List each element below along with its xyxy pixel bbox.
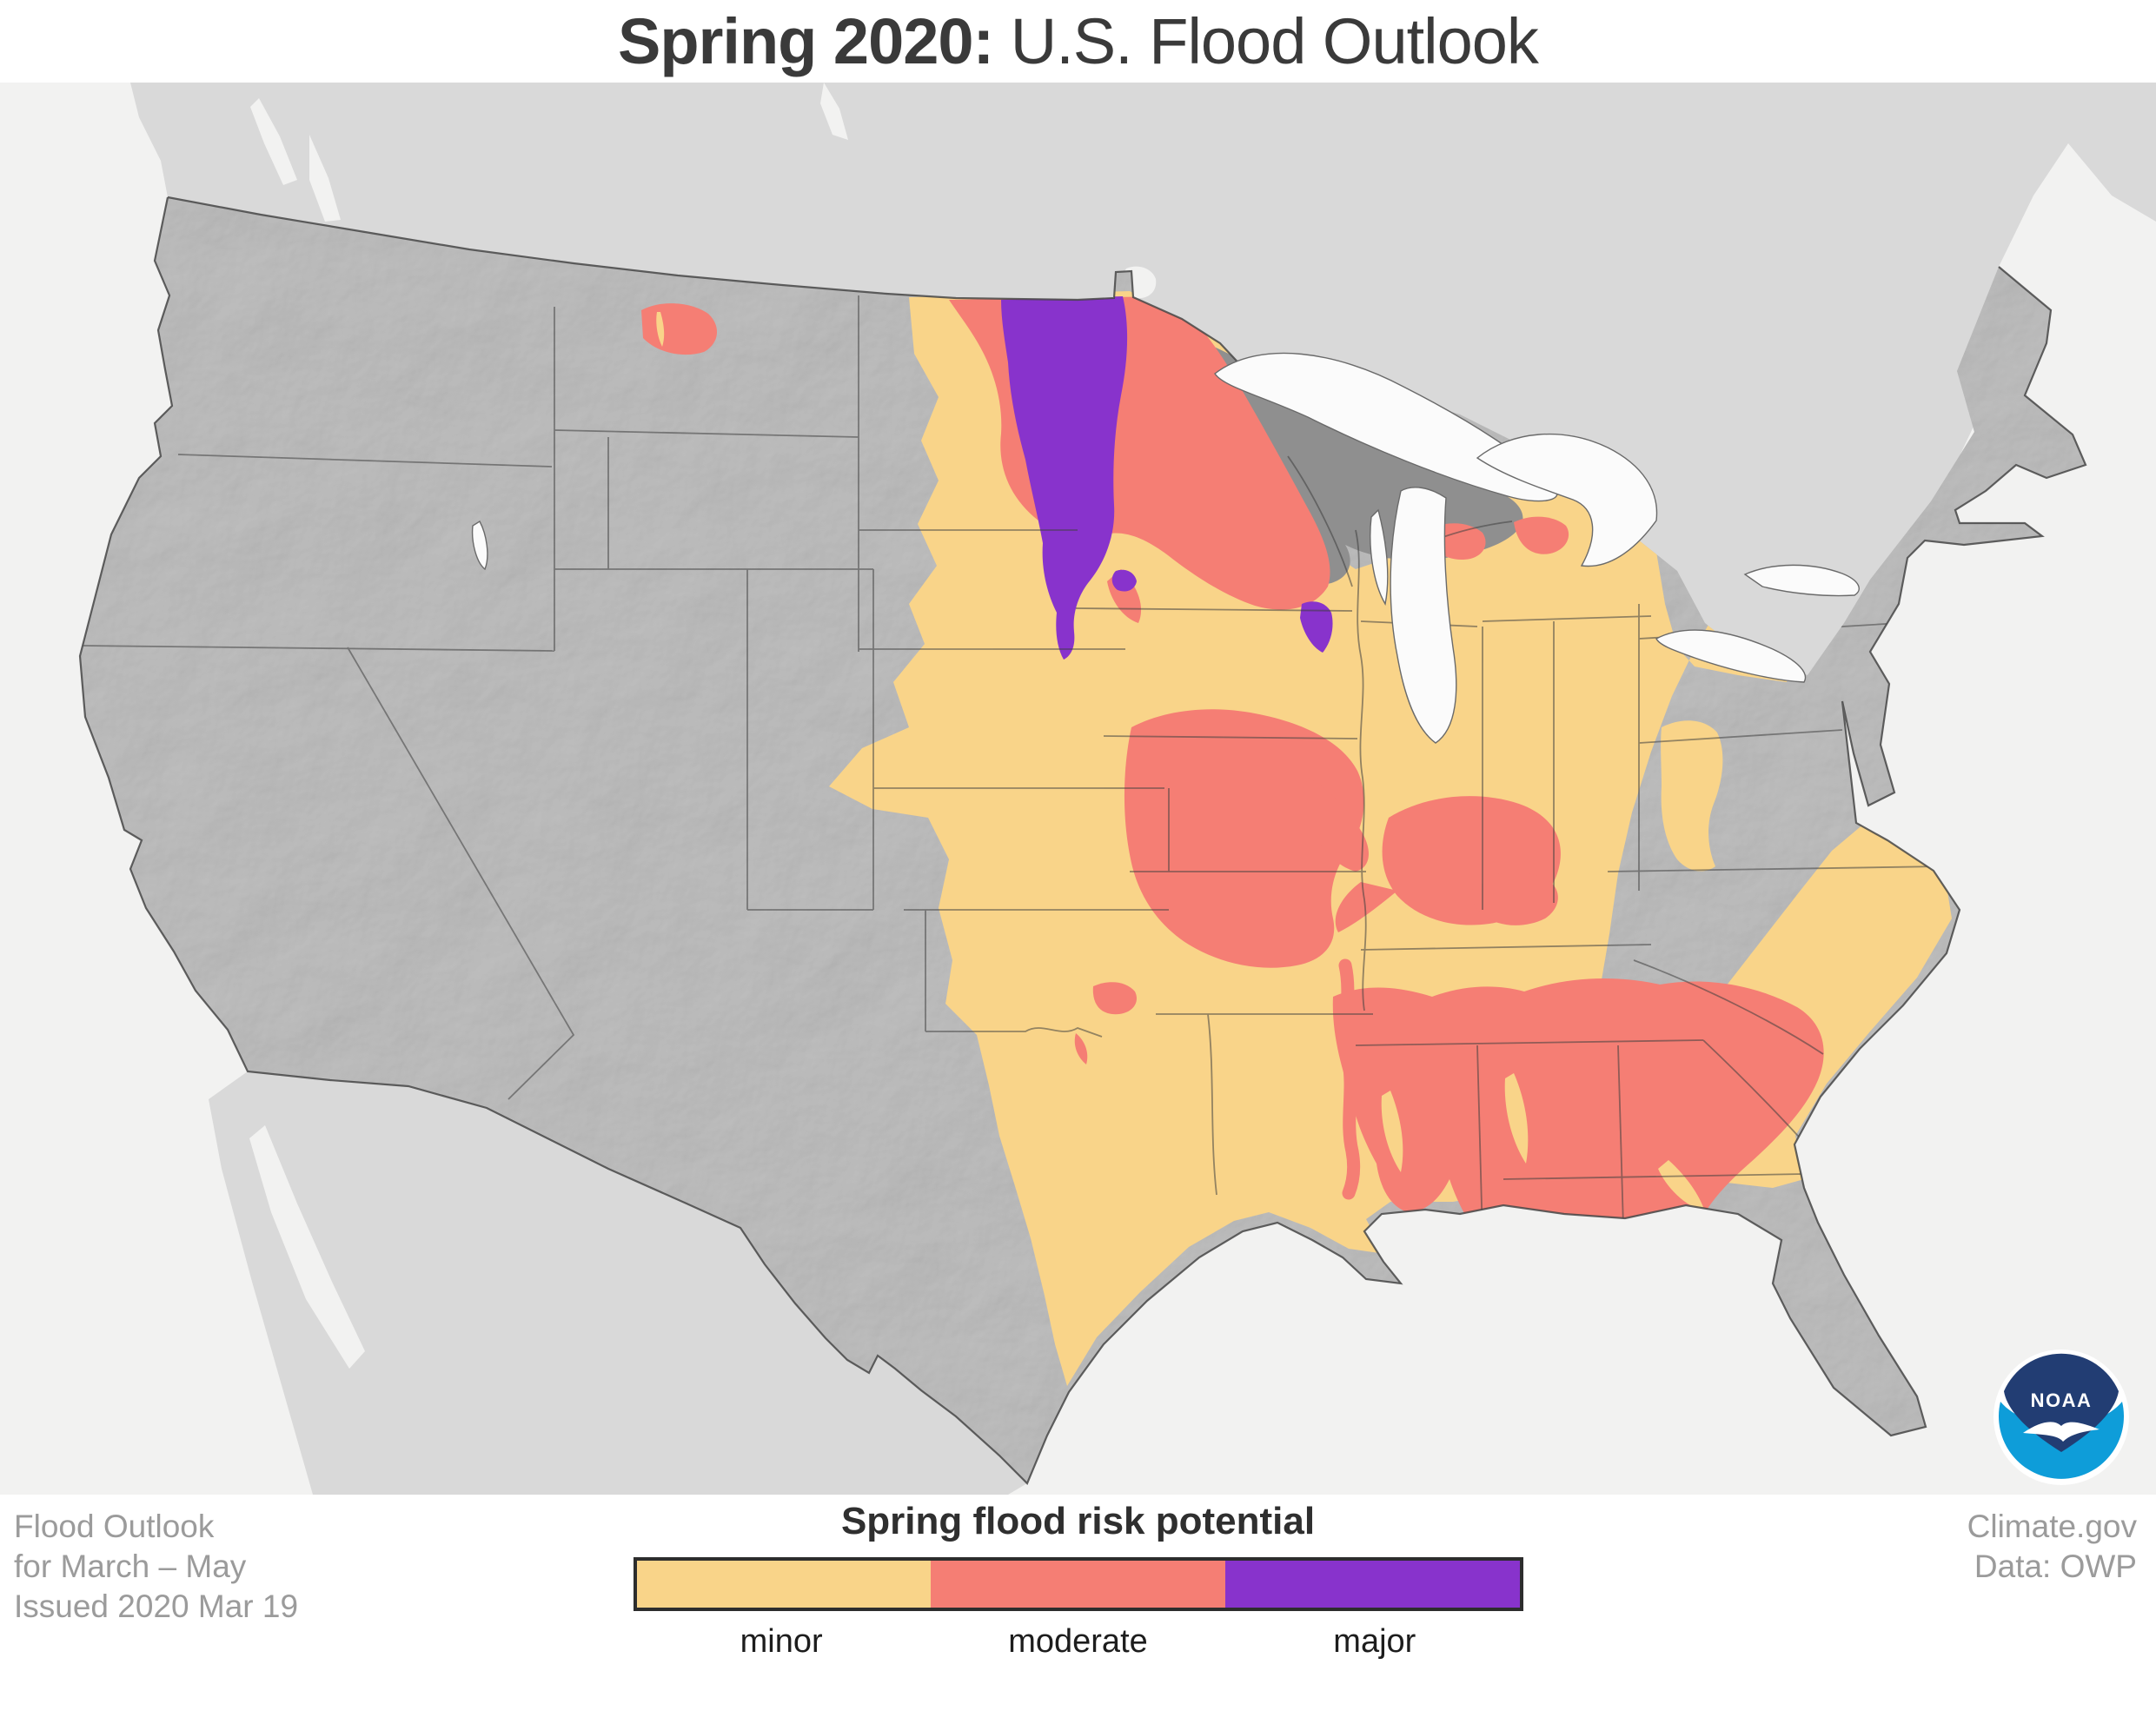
page-title-prefix: Spring 2020: xyxy=(618,5,1011,77)
legend: Spring flood risk potential minor modera… xyxy=(633,1500,1523,1661)
legend-swatch-minor xyxy=(636,1561,932,1608)
lake-ontario xyxy=(1743,564,1860,597)
lake-erie xyxy=(1655,629,1807,683)
noaa-logo: NOAA xyxy=(1993,1350,2129,1485)
moderate-risk-region xyxy=(641,296,1824,1248)
legend-labels: minor moderate major xyxy=(634,1623,1523,1661)
page-title-rest: U.S. Flood Outlook xyxy=(1010,5,1539,77)
source-info-line2: Data: OWP xyxy=(1974,1548,2137,1584)
mexico-landmass xyxy=(209,1071,1027,1495)
legend-swatch-major xyxy=(1224,1561,1520,1608)
legend-color-bar xyxy=(633,1557,1523,1611)
minor-risk-inliers xyxy=(656,312,1705,1212)
major-risk-region xyxy=(1001,296,1333,660)
source-info-line1: Climate.gov xyxy=(1967,1509,2137,1544)
noaa-seagull-icon xyxy=(2023,1422,2100,1442)
source-info: Climate.gov Data: OWP xyxy=(1967,1507,2137,1587)
footer: Flood Outlook for March – May Issued 202… xyxy=(0,1495,2156,1711)
lake-michigan xyxy=(1390,487,1457,744)
legend-label-minor: minor xyxy=(740,1623,823,1660)
lake-huron xyxy=(1476,433,1658,567)
issue-info-line1: Flood Outlook xyxy=(14,1509,215,1544)
issue-info: Flood Outlook for March – May Issued 202… xyxy=(14,1507,298,1627)
minor-risk-pocket-appalachia xyxy=(1661,720,1723,872)
noaa-logo-text: NOAA xyxy=(2031,1389,2093,1411)
flood-outlook-map: NOAA xyxy=(0,83,2156,1495)
gulf-of-california xyxy=(249,1125,365,1369)
green-bay xyxy=(1370,508,1389,606)
us-flood-map-svg: NOAA xyxy=(0,83,2156,1495)
page-title: Spring 2020: U.S. Flood Outlook xyxy=(0,0,2156,83)
legend-swatch-moderate xyxy=(931,1561,1225,1608)
issue-info-line3: Issued 2020 Mar 19 xyxy=(14,1588,299,1624)
legend-label-moderate: moderate xyxy=(1008,1623,1148,1660)
legend-title: Spring flood risk potential xyxy=(840,1500,1316,1542)
issue-info-line2: for March – May xyxy=(14,1548,247,1584)
great-lakes xyxy=(471,352,1860,744)
lake-superior xyxy=(1214,352,1558,502)
legend-label-major: major xyxy=(1333,1623,1416,1660)
great-salt-lake xyxy=(471,521,488,571)
us-border-outline xyxy=(78,196,2087,1485)
